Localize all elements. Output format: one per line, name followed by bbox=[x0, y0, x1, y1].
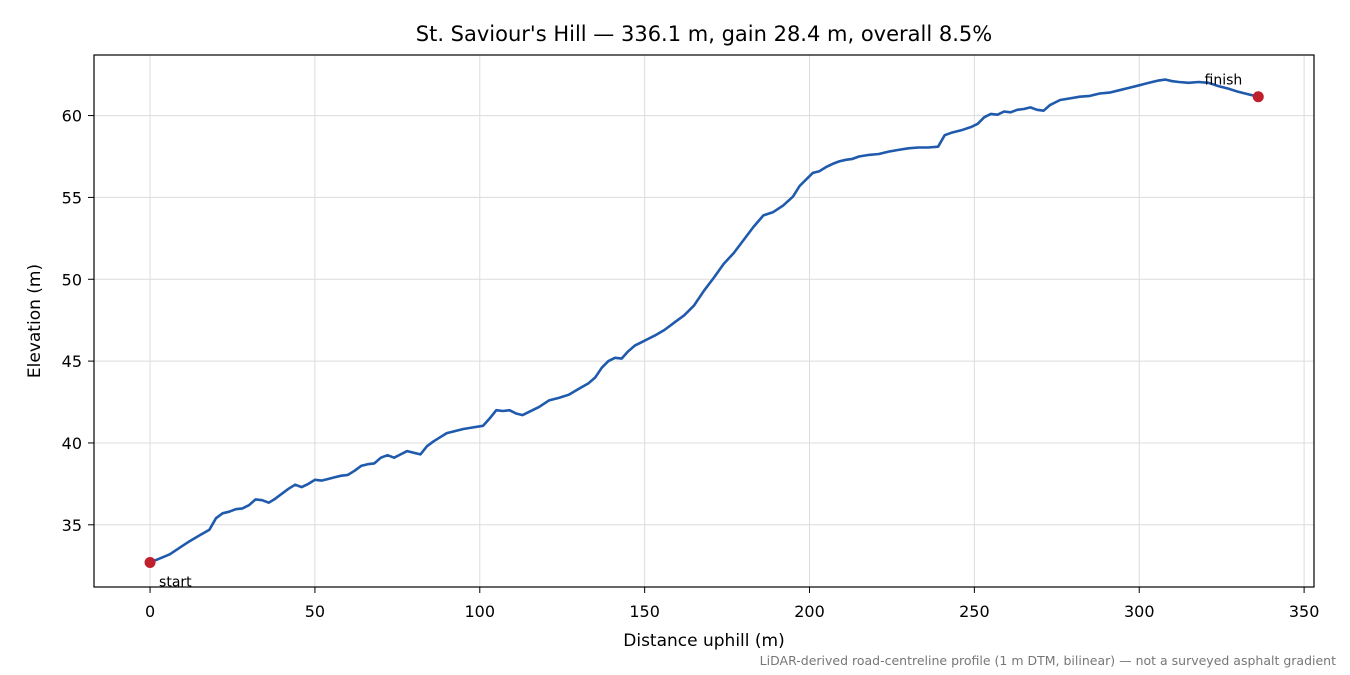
chart-title: St. Saviour's Hill — 336.1 m, gain 28.4 … bbox=[416, 22, 992, 46]
y-tick-label: 60 bbox=[62, 107, 82, 126]
start-marker bbox=[144, 556, 156, 568]
footnote: LiDAR-derived road-centreline profile (1… bbox=[760, 653, 1336, 668]
y-tick-label: 45 bbox=[62, 352, 82, 371]
x-tick-label: 0 bbox=[145, 602, 155, 621]
x-tick-label: 50 bbox=[305, 602, 325, 621]
y-tick-label: 50 bbox=[62, 270, 82, 289]
y-tick-label: 35 bbox=[62, 516, 82, 535]
finish-label: finish bbox=[1205, 73, 1243, 89]
axis-ticks: 0 50 100 150 200 250 300 350 35 40 45 50 55 60 bbox=[62, 107, 1320, 621]
elevation-line bbox=[148, 78, 1260, 564]
gridlines bbox=[94, 55, 1314, 587]
start-label: start bbox=[159, 574, 192, 590]
x-axis-label: Distance uphill (m) bbox=[623, 631, 784, 651]
series-layer bbox=[148, 78, 1260, 564]
x-tick-label: 150 bbox=[629, 602, 660, 621]
plot-frame bbox=[93, 54, 1315, 588]
finish-marker bbox=[1252, 91, 1264, 103]
x-tick-label: 200 bbox=[794, 602, 825, 621]
y-axis-label: Elevation (m) bbox=[25, 264, 45, 378]
x-tick-label: 250 bbox=[959, 602, 990, 621]
x-tick-label: 350 bbox=[1289, 602, 1320, 621]
x-tick-label: 100 bbox=[465, 602, 496, 621]
x-tick-label: 300 bbox=[1124, 602, 1155, 621]
y-tick-label: 55 bbox=[62, 188, 82, 207]
y-tick-label: 40 bbox=[62, 434, 82, 453]
